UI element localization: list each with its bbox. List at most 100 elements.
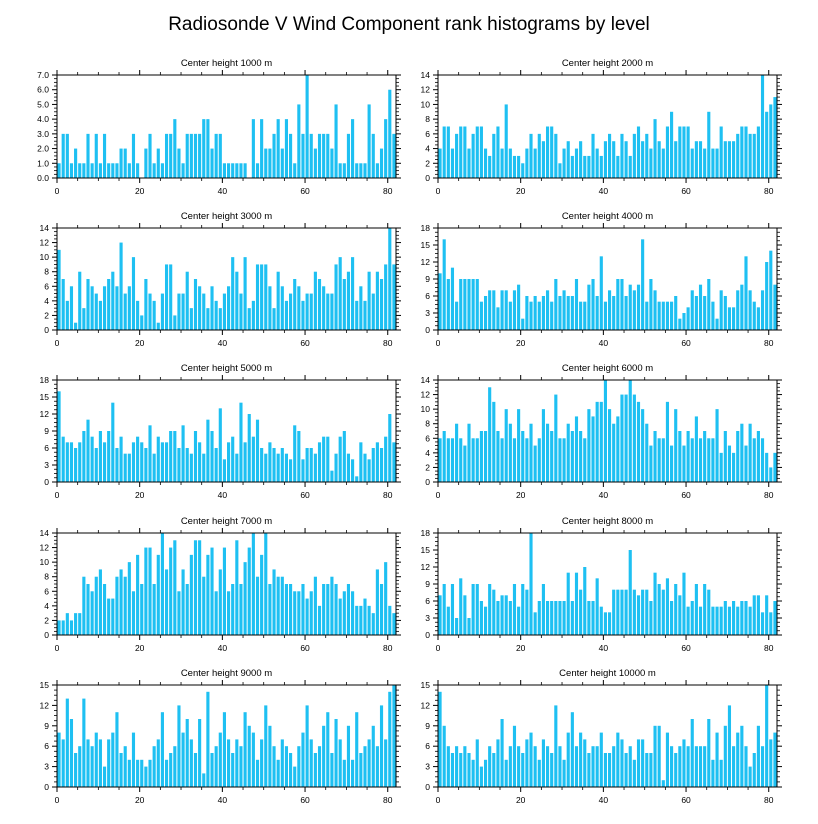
bar	[603, 380, 607, 482]
bar	[181, 163, 185, 178]
bar	[119, 436, 123, 482]
bar	[583, 301, 587, 330]
y-tick-label: 2.0	[37, 144, 49, 154]
bar	[579, 301, 583, 330]
bar	[558, 163, 562, 178]
bar	[260, 554, 264, 635]
bar	[177, 591, 181, 635]
bar	[686, 126, 690, 178]
bar	[579, 732, 583, 787]
bar	[744, 601, 748, 635]
x-tick-label: 40	[218, 490, 228, 500]
bar	[496, 601, 500, 635]
bar	[694, 296, 698, 330]
bar	[119, 569, 123, 635]
bar	[517, 409, 521, 482]
bar	[156, 554, 160, 635]
bar	[632, 394, 636, 482]
bar	[140, 442, 144, 482]
bar	[61, 436, 65, 482]
bar	[645, 423, 649, 482]
bar	[616, 732, 620, 787]
bar	[583, 567, 587, 635]
bar	[492, 589, 496, 635]
figure-title: Radiosonde V Wind Component rank histogr…	[168, 14, 650, 35]
y-tick-label: 9	[44, 721, 49, 731]
bar	[140, 759, 144, 787]
bar	[243, 562, 247, 635]
bar	[342, 591, 346, 635]
bar	[65, 442, 69, 482]
bar	[612, 746, 616, 787]
bar	[74, 448, 78, 482]
bar	[239, 402, 243, 482]
bar	[496, 431, 500, 482]
bar	[533, 612, 537, 635]
bar	[74, 753, 78, 787]
bar	[760, 612, 765, 635]
bar	[301, 584, 305, 635]
bar	[570, 296, 574, 330]
bar	[351, 459, 355, 482]
bar	[326, 133, 330, 178]
bar	[280, 148, 284, 178]
bar	[686, 746, 690, 787]
bar	[471, 438, 475, 482]
bar	[231, 163, 235, 178]
y-tick-label: 7.0	[37, 70, 49, 80]
bar	[160, 163, 164, 178]
y-tick-label: 15	[421, 680, 431, 690]
bar	[752, 595, 756, 635]
x-tick-label: 40	[218, 186, 228, 196]
y-tick-label: 3	[425, 613, 430, 623]
x-tick-label: 20	[516, 186, 526, 196]
bar	[264, 453, 268, 482]
bar	[74, 322, 78, 330]
bar	[181, 425, 185, 482]
panel-3: Center height 3000 m 0 2 4 6 8 10 12 14 0 20 40 60 80	[40, 211, 401, 348]
bar	[181, 293, 185, 330]
bar	[317, 279, 322, 330]
bar	[251, 732, 255, 787]
bar	[218, 732, 222, 787]
bar	[111, 271, 115, 330]
bar	[144, 448, 148, 482]
bar	[173, 119, 177, 178]
bar	[189, 133, 193, 178]
bar	[463, 595, 467, 635]
bar	[756, 307, 760, 330]
panel-10: Center height 10000 m 0 3 6 9 12 15 0 20 40 60 80	[421, 668, 782, 805]
bar	[591, 279, 595, 330]
bar	[156, 148, 160, 178]
panel-4: Center height 4000 m 0 3 6 9 12 15 18 0 20 40 60 80	[421, 211, 782, 348]
bar	[690, 438, 694, 482]
bar	[636, 595, 641, 635]
bar	[235, 271, 239, 330]
bar	[94, 293, 98, 330]
bar	[715, 318, 719, 330]
panel-1: Center height 1000 m 0.0 1.0 2.0 3.0 4.0 5.0 6.…	[37, 58, 401, 196]
bar	[620, 739, 624, 787]
x-tick-label: 0	[55, 490, 60, 500]
bar	[550, 601, 554, 635]
x-tick-label: 80	[764, 186, 774, 196]
bar	[587, 409, 591, 482]
bar	[342, 163, 346, 178]
bar	[682, 739, 686, 787]
y-tick-label: 4	[425, 144, 430, 154]
bar	[94, 133, 98, 178]
y-tick-label: 12	[40, 700, 50, 710]
bar	[272, 133, 276, 178]
bar	[210, 547, 214, 635]
bar	[334, 453, 338, 482]
bar	[297, 431, 301, 482]
y-tick-label: 0	[425, 173, 430, 183]
bar	[123, 293, 127, 330]
bar	[641, 239, 645, 330]
bar	[591, 746, 595, 787]
bar	[558, 746, 562, 787]
bar	[570, 155, 574, 178]
bar	[703, 148, 707, 178]
panel-title: Center height 9000 m	[181, 668, 272, 679]
bar	[438, 148, 442, 178]
